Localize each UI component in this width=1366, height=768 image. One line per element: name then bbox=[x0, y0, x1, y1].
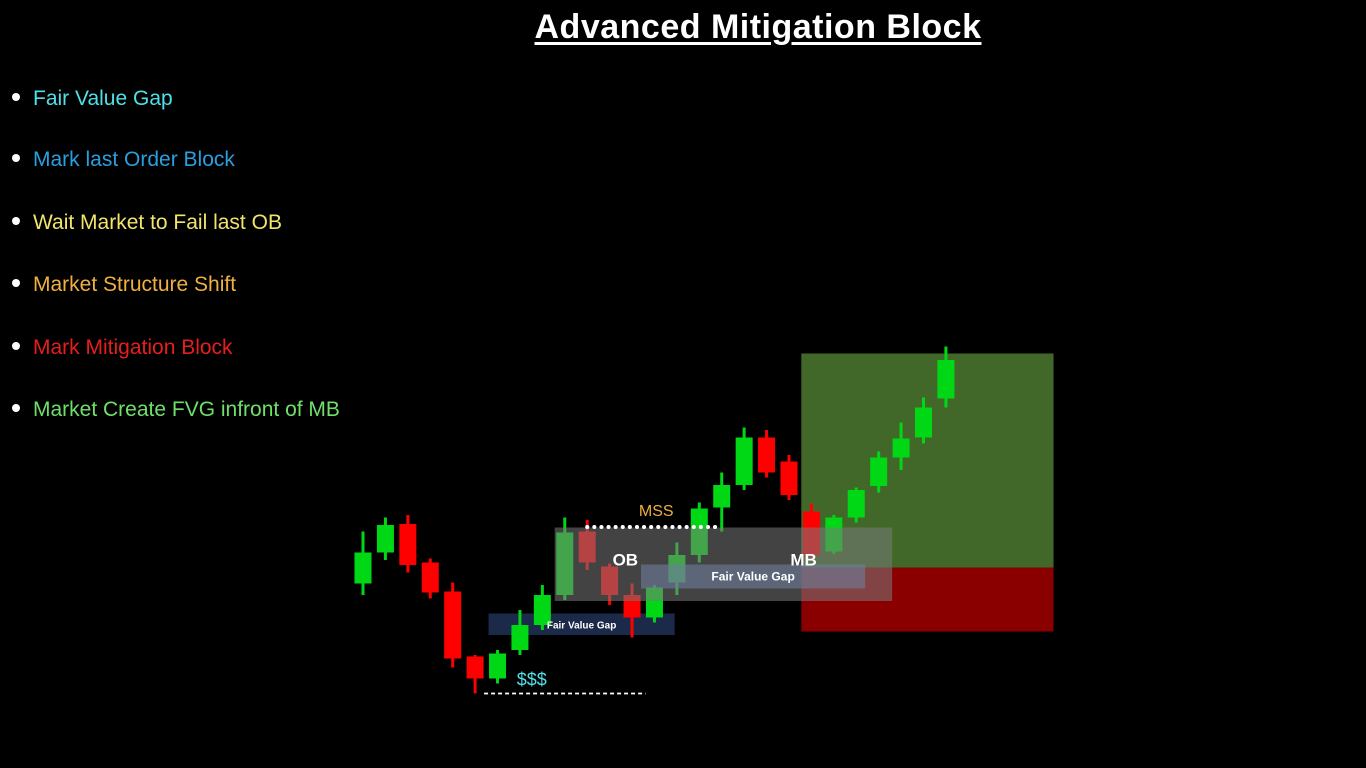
mb-label: MB bbox=[790, 551, 816, 570]
candle-body bbox=[780, 461, 798, 495]
step-label: Mark last Order Block bbox=[33, 148, 235, 171]
candle-2 bbox=[376, 517, 394, 560]
candle-body bbox=[847, 490, 865, 518]
fvg-zone-upper bbox=[641, 564, 866, 589]
step-label: Market Structure Shift bbox=[33, 273, 237, 296]
candle-body bbox=[421, 562, 439, 593]
candle-6 bbox=[466, 655, 484, 694]
bullet-dot-icon bbox=[12, 342, 20, 351]
mitigation-zone bbox=[554, 527, 893, 601]
candle-3 bbox=[399, 515, 417, 573]
candle-body bbox=[533, 595, 551, 625]
bullet-dot-icon bbox=[12, 279, 20, 288]
step-item: Fair Value Gap bbox=[12, 84, 173, 114]
candle-body bbox=[758, 437, 776, 473]
step-item: Wait Market to Fail last OB bbox=[12, 208, 282, 238]
levels-layer bbox=[484, 525, 893, 695]
bullet-dot-icon bbox=[12, 93, 20, 102]
candle-body bbox=[466, 656, 484, 679]
candle-19 bbox=[758, 430, 776, 478]
candle-5 bbox=[444, 582, 462, 668]
candle-body bbox=[870, 457, 888, 486]
candle-body bbox=[511, 625, 529, 650]
mss-line-label: MSS bbox=[639, 503, 674, 520]
step-label: Wait Market to Fail last OB bbox=[33, 211, 282, 234]
ob-label: OB bbox=[613, 551, 639, 570]
candle-23 bbox=[847, 487, 865, 523]
step-label: Fair Value Gap bbox=[33, 87, 173, 110]
labels-layer: Fair Value Gap Fair Value Gap MSS $$$ OB MB bbox=[517, 503, 817, 690]
step-item: Mark last Order Block bbox=[12, 145, 235, 175]
candle-body bbox=[376, 525, 394, 553]
fvg-zone-lower-label: Fair Value Gap bbox=[547, 620, 616, 631]
chart-title: Advanced Mitigation Block bbox=[534, 8, 982, 46]
step-label: Market Create FVG infront of MB bbox=[33, 398, 340, 421]
candle-4 bbox=[421, 558, 439, 599]
candle-body bbox=[713, 485, 731, 508]
bullet-dot-icon bbox=[12, 217, 20, 226]
fvg-zone-upper-label: Fair Value Gap bbox=[711, 570, 794, 584]
candle-17 bbox=[713, 472, 731, 532]
step-item: Mark Mitigation Block bbox=[12, 333, 233, 363]
candle-body bbox=[915, 407, 932, 438]
candle-body bbox=[892, 438, 910, 458]
candle-26 bbox=[915, 397, 932, 444]
candle-8 bbox=[511, 610, 529, 655]
candle-body bbox=[937, 360, 955, 399]
candle-body bbox=[354, 552, 372, 584]
candle-25 bbox=[892, 422, 910, 470]
candle-27 bbox=[937, 346, 955, 408]
candle-body bbox=[489, 653, 507, 679]
candle-body bbox=[399, 524, 417, 565]
liquidity-line-label: $$$ bbox=[517, 670, 547, 690]
step-label: Mark Mitigation Block bbox=[33, 336, 233, 359]
candle-9 bbox=[533, 585, 551, 630]
step-item: Market Create FVG infront of MB bbox=[12, 395, 340, 425]
candle-body bbox=[735, 437, 753, 485]
bullet-dot-icon bbox=[12, 404, 20, 413]
step-item: Market Structure Shift bbox=[12, 270, 236, 300]
candle-1 bbox=[354, 531, 372, 595]
candle-18 bbox=[735, 427, 753, 490]
candle-24 bbox=[870, 451, 888, 493]
candle-20 bbox=[780, 455, 798, 500]
candle-7 bbox=[489, 650, 507, 684]
candle-body bbox=[444, 591, 462, 659]
bullet-dot-icon bbox=[12, 154, 20, 163]
